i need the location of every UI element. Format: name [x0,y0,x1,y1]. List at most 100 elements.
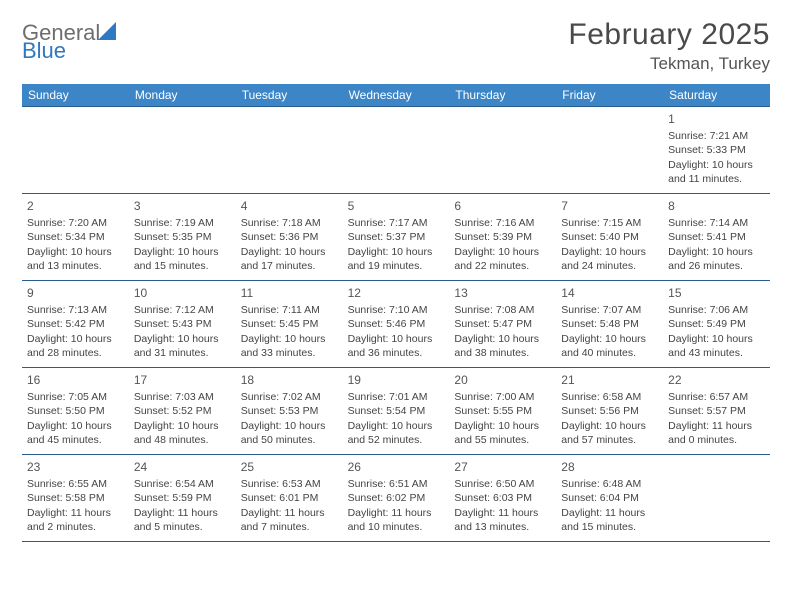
day-cell: 25Sunrise: 6:53 AMSunset: 6:01 PMDayligh… [236,455,343,541]
day-cell: 16 Sunrise: 7:05 AMSunset: 5:50 PMDayligh… [22,368,129,454]
daylight-line: Daylight: 10 hours and 33 minutes. [241,332,338,360]
daylight-line: Daylight: 10 hours and 40 minutes. [561,332,658,360]
day-number: 24 [134,459,231,475]
weekday-header: Sunday [22,84,129,106]
brand-logo: General Blue [22,18,120,62]
sunset-line: Sunset: 5:58 PM [27,491,124,505]
daylight-line: Daylight: 10 hours and 36 minutes. [348,332,445,360]
day-cell: 22Sunrise: 6:57 AMSunset: 5:57 PMDayligh… [663,368,770,454]
logo-text: General Blue [22,22,120,62]
sunrise-line: Sunrise: 6:58 AM [561,390,658,404]
day-cell: 23Sunrise: 6:55 AMSunset: 5:58 PMDayligh… [22,455,129,541]
sunset-line: Sunset: 5:43 PM [134,317,231,331]
day-number: 4 [241,198,338,214]
day-number: 21 [561,372,658,388]
day-cell: 6Sunrise: 7:16 AMSunset: 5:39 PMDaylight… [449,194,556,280]
day-cell [556,107,663,193]
daylight-line: Daylight: 10 hours and 13 minutes. [27,245,124,273]
sunset-line: Sunset: 5:59 PM [134,491,231,505]
daylight-line: Daylight: 11 hours and 10 minutes. [348,506,445,534]
day-number: 9 [27,285,124,301]
day-number: 17 [134,372,231,388]
day-number: 10 [134,285,231,301]
day-cell: 4Sunrise: 7:18 AMSunset: 5:36 PMDaylight… [236,194,343,280]
daylight-line: Daylight: 10 hours and 26 minutes. [668,245,765,273]
sunset-line: Sunset: 5:55 PM [454,404,551,418]
sail-icon [98,20,120,45]
sunset-line: Sunset: 5:46 PM [348,317,445,331]
day-cell: 18Sunrise: 7:02 AMSunset: 5:53 PMDayligh… [236,368,343,454]
day-number: 15 [668,285,765,301]
daylight-line: Daylight: 10 hours and 48 minutes. [134,419,231,447]
sunrise-line: Sunrise: 7:16 AM [454,216,551,230]
daylight-line: Daylight: 11 hours and 0 minutes. [668,419,765,447]
sunset-line: Sunset: 5:37 PM [348,230,445,244]
day-number: 1 [668,111,765,127]
sunrise-line: Sunrise: 6:51 AM [348,477,445,491]
title-block: February 2025 Tekman, Turkey [568,18,770,74]
day-number: 23 [27,459,124,475]
daylight-line: Daylight: 10 hours and 17 minutes. [241,245,338,273]
week-row: 2Sunrise: 7:20 AMSunset: 5:34 PMDaylight… [22,194,770,281]
day-number: 25 [241,459,338,475]
daylight-line: Daylight: 10 hours and 11 minutes. [668,158,765,186]
day-cell: 27Sunrise: 6:50 AMSunset: 6:03 PMDayligh… [449,455,556,541]
sunrise-line: Sunrise: 6:53 AM [241,477,338,491]
sunrise-line: Sunrise: 7:10 AM [348,303,445,317]
day-cell: 7Sunrise: 7:15 AMSunset: 5:40 PMDaylight… [556,194,663,280]
day-cell: 12Sunrise: 7:10 AMSunset: 5:46 PMDayligh… [343,281,450,367]
day-cell: 8Sunrise: 7:14 AMSunset: 5:41 PMDaylight… [663,194,770,280]
daylight-line: Daylight: 11 hours and 2 minutes. [27,506,124,534]
sunrise-line: Sunrise: 7:21 AM [668,129,765,143]
sunset-line: Sunset: 5:48 PM [561,317,658,331]
page-header: General Blue February 2025 Tekman, Turke… [22,18,770,74]
day-cell [663,455,770,541]
day-cell: 20Sunrise: 7:00 AMSunset: 5:55 PMDayligh… [449,368,556,454]
sunset-line: Sunset: 5:36 PM [241,230,338,244]
sunset-line: Sunset: 5:47 PM [454,317,551,331]
sunrise-line: Sunrise: 7:02 AM [241,390,338,404]
day-cell: 5Sunrise: 7:17 AMSunset: 5:37 PMDaylight… [343,194,450,280]
day-cell: 21Sunrise: 6:58 AMSunset: 5:56 PMDayligh… [556,368,663,454]
daylight-line: Daylight: 11 hours and 15 minutes. [561,506,658,534]
daylight-line: Daylight: 10 hours and 19 minutes. [348,245,445,273]
daylight-line: Daylight: 10 hours and 31 minutes. [134,332,231,360]
sunset-line: Sunset: 6:03 PM [454,491,551,505]
sunrise-line: Sunrise: 7:01 AM [348,390,445,404]
daylight-line: Daylight: 10 hours and 28 minutes. [27,332,124,360]
sunrise-line: Sunrise: 7:03 AM [134,390,231,404]
day-cell: 24 Sunrise: 6:54 AMSunset: 5:59 PMDayligh… [129,455,236,541]
daylight-line: Daylight: 11 hours and 5 minutes. [134,506,231,534]
weekday-header: Tuesday [236,84,343,106]
sunset-line: Sunset: 5:42 PM [27,317,124,331]
day-number: 2 [27,198,124,214]
sunrise-line: Sunrise: 6:54 AM [134,477,231,491]
daylight-line: Daylight: 10 hours and 43 minutes. [668,332,765,360]
weekday-header: Saturday [663,84,770,106]
sunset-line: Sunset: 5:45 PM [241,317,338,331]
daylight-line: Daylight: 10 hours and 45 minutes. [27,419,124,447]
sunrise-line: Sunrise: 7:12 AM [134,303,231,317]
sunset-line: Sunset: 5:34 PM [27,230,124,244]
weekday-header: Wednesday [343,84,450,106]
sunset-line: Sunset: 5:52 PM [134,404,231,418]
day-cell: 28Sunrise: 6:48 AMSunset: 6:04 PMDayligh… [556,455,663,541]
day-cell [129,107,236,193]
day-number: 7 [561,198,658,214]
sunset-line: Sunset: 5:50 PM [27,404,124,418]
day-cell: 17 Sunrise: 7:03 AMSunset: 5:52 PMDayligh… [129,368,236,454]
sunrise-line: Sunrise: 7:13 AM [27,303,124,317]
sunset-line: Sunset: 5:41 PM [668,230,765,244]
location-label: Tekman, Turkey [568,54,770,74]
month-title: February 2025 [568,18,770,52]
day-cell: 3Sunrise: 7:19 AMSunset: 5:35 PMDaylight… [129,194,236,280]
day-cell: 26Sunrise: 6:51 AMSunset: 6:02 PMDayligh… [343,455,450,541]
weekday-header: Friday [556,84,663,106]
day-cell [22,107,129,193]
sunrise-line: Sunrise: 7:05 AM [27,390,124,404]
sunset-line: Sunset: 5:49 PM [668,317,765,331]
day-number: 16 [27,372,124,388]
week-row: 23Sunrise: 6:55 AMSunset: 5:58 PMDayligh… [22,455,770,542]
daylight-line: Daylight: 10 hours and 22 minutes. [454,245,551,273]
day-cell: 11Sunrise: 7:11 AMSunset: 5:45 PMDayligh… [236,281,343,367]
